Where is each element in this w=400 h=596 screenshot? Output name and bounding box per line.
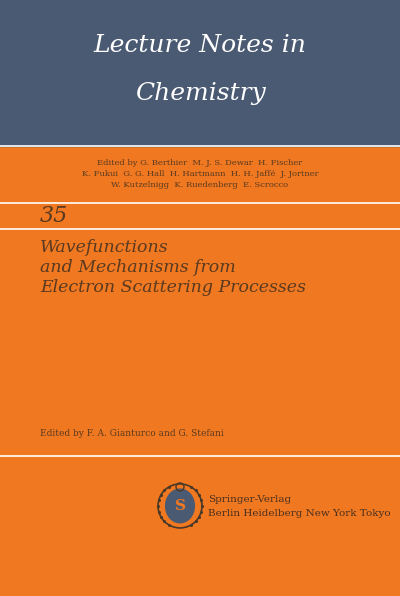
- Text: W. Kutzelnigg  K. Ruedenberg  E. Scrocco: W. Kutzelnigg K. Ruedenberg E. Scrocco: [112, 181, 288, 190]
- Text: Springer-Verlag: Springer-Verlag: [208, 495, 291, 504]
- Text: Edited by G. Berthier  M. J. S. Dewar  H. Fischer: Edited by G. Berthier M. J. S. Dewar H. …: [97, 159, 303, 167]
- Text: K. Fukui  G. G. Hall  H. Hartmann  H. H. Jaffé  J. Jortner: K. Fukui G. G. Hall H. Hartmann H. H. Ja…: [82, 170, 318, 178]
- Text: Berlin Heidelberg New York Tokyo: Berlin Heidelberg New York Tokyo: [208, 510, 391, 519]
- Text: Lecture Notes in: Lecture Notes in: [94, 33, 306, 57]
- Text: Edited by F. A. Gianturco and G. Stefani: Edited by F. A. Gianturco and G. Stefani: [40, 430, 224, 439]
- Ellipse shape: [166, 489, 194, 523]
- Text: 35: 35: [40, 205, 68, 227]
- Text: Wavefunctions: Wavefunctions: [40, 239, 169, 256]
- Text: Chemistry: Chemistry: [135, 82, 265, 104]
- Bar: [0, 0, 400, 146]
- Text: S: S: [174, 499, 186, 513]
- Text: and Mechanisms from: and Mechanisms from: [40, 259, 236, 276]
- Text: Electron Scattering Processes: Electron Scattering Processes: [40, 279, 306, 296]
